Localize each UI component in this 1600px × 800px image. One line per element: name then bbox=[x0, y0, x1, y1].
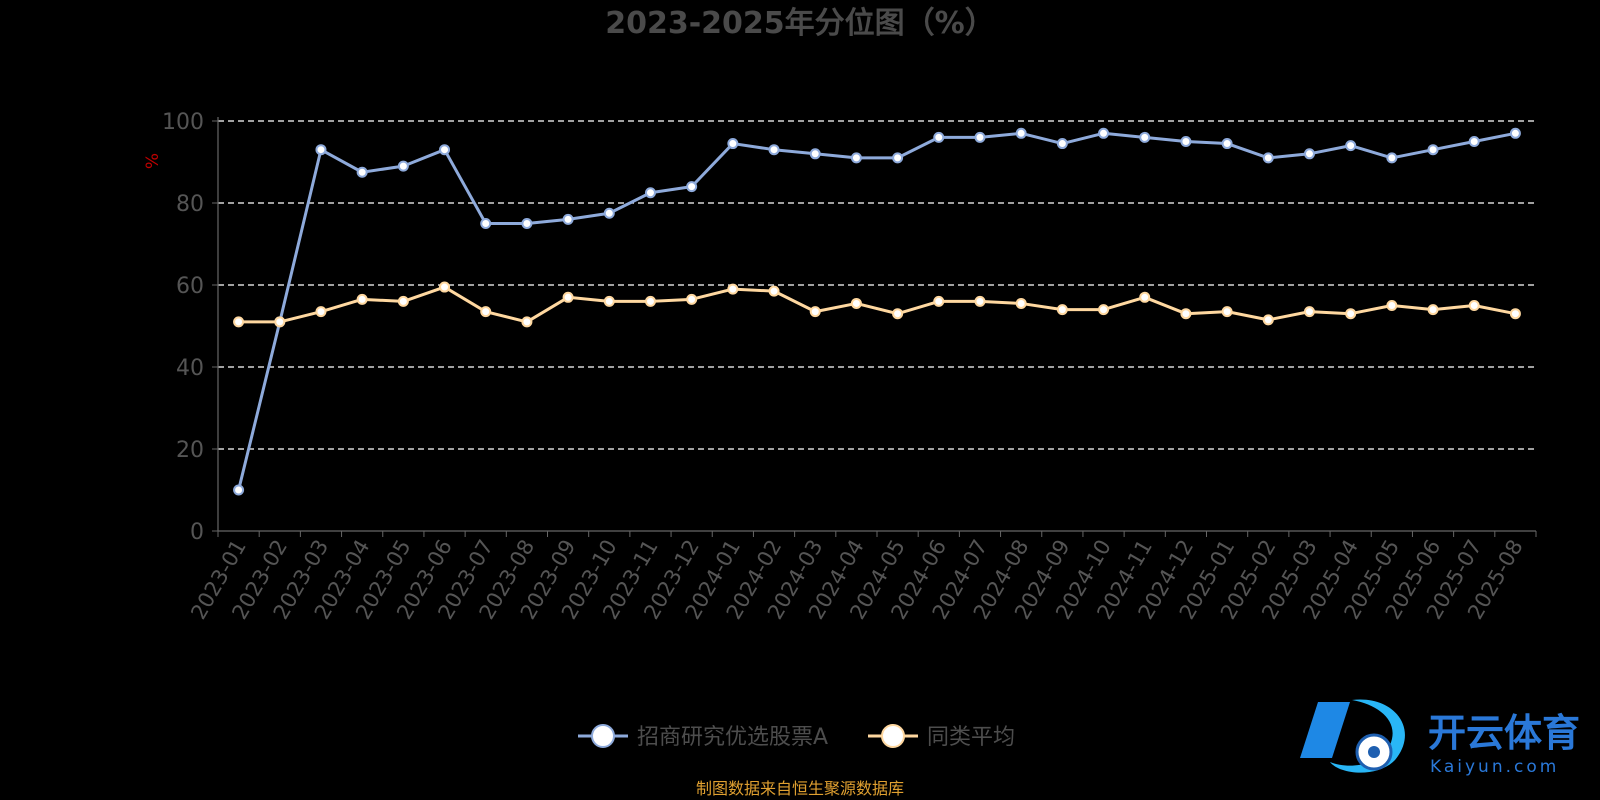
data-point bbox=[480, 218, 492, 229]
data-point bbox=[521, 316, 533, 328]
legend-swatch-marker bbox=[881, 724, 905, 748]
data-point bbox=[603, 207, 615, 219]
data-point bbox=[644, 295, 656, 307]
data-point bbox=[850, 297, 862, 309]
data-point bbox=[974, 295, 986, 307]
data-point bbox=[768, 144, 780, 156]
data-point bbox=[315, 306, 327, 318]
data-point bbox=[521, 218, 533, 229]
data-point bbox=[1386, 152, 1398, 164]
data-point bbox=[727, 138, 739, 150]
legend-label: 招商研究优选股票A bbox=[637, 725, 828, 750]
logo-text-en: Kaiyun.com bbox=[1430, 757, 1559, 777]
series-layer bbox=[233, 127, 1521, 496]
data-point bbox=[439, 281, 451, 293]
data-point bbox=[1139, 131, 1151, 143]
data-point bbox=[356, 166, 368, 178]
y-axis-unit: % bbox=[143, 153, 163, 169]
data-point bbox=[562, 291, 574, 303]
data-point bbox=[356, 293, 368, 305]
data-point bbox=[233, 316, 245, 328]
legend: 招商研究优选股票A 同类平均 bbox=[578, 724, 1015, 750]
data-point bbox=[1262, 314, 1274, 326]
data-point bbox=[727, 283, 739, 295]
data-point bbox=[1427, 144, 1439, 156]
data-point bbox=[480, 306, 492, 318]
legend-label: 同类平均 bbox=[927, 725, 1015, 750]
data-point bbox=[1015, 297, 1027, 309]
data-point bbox=[1303, 148, 1315, 160]
grid-lines bbox=[218, 120, 1536, 450]
data-point bbox=[397, 295, 409, 307]
y-tick-label: 80 bbox=[176, 192, 204, 217]
data-point bbox=[397, 160, 409, 172]
watermark-logo: 开云体育 Kaiyun.com bbox=[1300, 699, 1580, 777]
source-note: 制图数据来自恒生聚源数据库 bbox=[696, 779, 904, 798]
data-point bbox=[1262, 152, 1274, 164]
data-point bbox=[1180, 308, 1192, 320]
data-point bbox=[892, 308, 904, 320]
data-point bbox=[1056, 138, 1068, 150]
data-point bbox=[1386, 300, 1398, 311]
data-point bbox=[1468, 136, 1480, 147]
data-point bbox=[1180, 136, 1192, 147]
series-line bbox=[237, 131, 1516, 491]
data-point bbox=[686, 293, 698, 305]
legend-item-0[interactable]: 招商研究优选股票A bbox=[578, 724, 828, 750]
data-point bbox=[933, 131, 945, 143]
data-point bbox=[233, 484, 245, 496]
data-point bbox=[603, 295, 615, 307]
y-tick-label: 0 bbox=[190, 520, 204, 545]
series-1 bbox=[233, 281, 1521, 328]
data-point bbox=[1468, 300, 1480, 311]
data-point bbox=[1303, 306, 1315, 318]
data-point bbox=[686, 181, 698, 193]
logo-k-mark bbox=[1300, 702, 1350, 758]
data-point bbox=[1427, 304, 1439, 316]
data-point bbox=[1345, 308, 1357, 320]
data-point bbox=[1098, 304, 1110, 316]
data-point bbox=[809, 306, 821, 318]
data-point bbox=[1056, 304, 1068, 316]
data-point bbox=[562, 213, 574, 225]
logo-text-cn: 开云体育 bbox=[1428, 711, 1580, 755]
data-point bbox=[315, 144, 327, 156]
chart-title: 2023-2025年分位图（%） bbox=[605, 6, 995, 41]
data-point bbox=[850, 152, 862, 164]
data-point bbox=[892, 152, 904, 164]
data-point bbox=[1221, 306, 1233, 318]
series-line bbox=[238, 285, 1516, 324]
series-0 bbox=[233, 127, 1521, 496]
data-point bbox=[439, 144, 451, 156]
data-point bbox=[644, 187, 656, 199]
y-tick-label: 100 bbox=[162, 110, 204, 135]
data-point bbox=[1345, 140, 1357, 152]
data-point bbox=[1098, 127, 1110, 139]
data-point bbox=[1509, 308, 1521, 320]
legend-item-1[interactable]: 同类平均 bbox=[868, 724, 1015, 750]
data-point bbox=[809, 148, 821, 160]
legend-swatch-marker bbox=[591, 724, 615, 748]
data-point bbox=[274, 316, 286, 328]
data-point bbox=[974, 131, 986, 143]
y-tick-label: 40 bbox=[176, 356, 204, 381]
y-tick-label: 20 bbox=[176, 438, 204, 463]
data-point bbox=[768, 285, 780, 297]
y-tick-label: 60 bbox=[176, 274, 204, 299]
data-point bbox=[1509, 127, 1521, 139]
data-point bbox=[1221, 138, 1233, 150]
data-point bbox=[1139, 291, 1151, 303]
data-point bbox=[933, 295, 945, 307]
data-point bbox=[1015, 127, 1027, 139]
logo-ball-center bbox=[1368, 746, 1380, 758]
